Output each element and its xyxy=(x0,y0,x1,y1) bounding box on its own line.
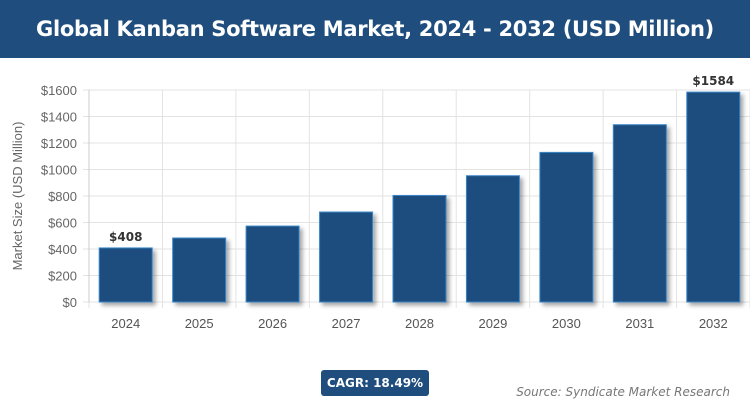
y-tick-label: $400 xyxy=(48,242,77,257)
x-tick-label: 2029 xyxy=(478,316,507,331)
bar-2027 xyxy=(319,211,374,303)
data-label: $1584 xyxy=(692,74,734,88)
bar-2029 xyxy=(465,175,520,303)
data-label: $408 xyxy=(109,230,142,244)
bar-2024 xyxy=(98,247,153,303)
y-tick-label: $600 xyxy=(48,216,77,231)
y-axis-label: Market Size (USD Million) xyxy=(10,122,25,271)
bar-chart: $0 $200 $400 $600 $800 $1000 $1200 $1400 $1600 Ma… xyxy=(10,74,750,331)
y-tick-label: $1000 xyxy=(41,163,77,178)
y-tick-label: $800 xyxy=(48,189,77,204)
x-tick-label: 2030 xyxy=(552,316,581,331)
x-tick-label: 2027 xyxy=(332,316,361,331)
bar-2032 xyxy=(686,91,741,303)
bar-2030 xyxy=(539,151,594,303)
x-tick-label: 2024 xyxy=(111,316,140,331)
x-tick-label: 2032 xyxy=(699,316,728,331)
bar-2028 xyxy=(392,194,447,303)
y-tick-label: $1600 xyxy=(41,83,77,98)
bar-2025 xyxy=(172,237,227,303)
x-tick-label: 2025 xyxy=(185,316,214,331)
y-tick-label: $200 xyxy=(48,269,77,284)
x-tick-label: 2026 xyxy=(258,316,287,331)
x-tick-label: 2028 xyxy=(405,316,434,331)
bar-2031 xyxy=(612,124,667,303)
source-note: Source: Syndicate Market Research xyxy=(516,385,730,399)
bar-2026 xyxy=(245,225,300,303)
y-tick-label: $0 xyxy=(63,295,77,310)
cagr-badge: CAGR: 18.49% xyxy=(321,370,429,396)
y-tick-label: $1400 xyxy=(41,110,77,125)
x-tick-label: 2031 xyxy=(625,316,654,331)
chart-title: Global Kanban Software Market, 2024 - 20… xyxy=(0,0,750,58)
y-tick-label: $1200 xyxy=(41,136,77,151)
